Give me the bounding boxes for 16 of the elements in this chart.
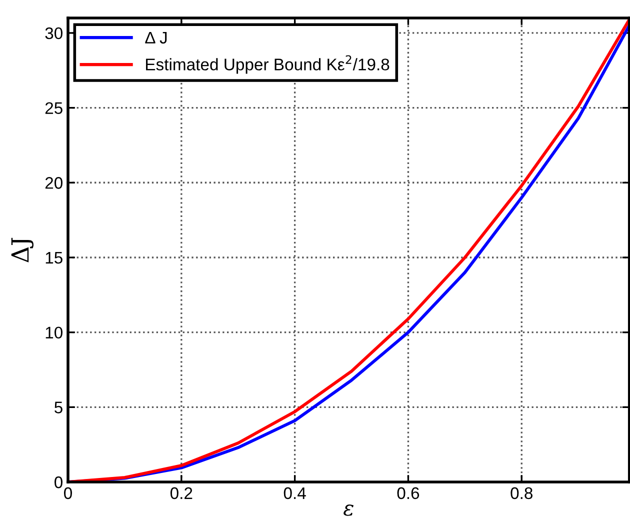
x-tick-label: 0.4 xyxy=(284,487,306,500)
y-tick-label: 0 xyxy=(54,476,62,488)
y-tick-label: 30 xyxy=(45,27,62,40)
legend-label: Δ J xyxy=(145,32,167,44)
x-tick-label: 0 xyxy=(64,487,72,500)
x-tick-label: 0.8 xyxy=(510,487,532,500)
y-tick-label: 10 xyxy=(46,326,62,339)
y-tick-label: 15 xyxy=(46,252,62,264)
legend-label: Estimated Upper Bound Kε$^{2}$/19.8 xyxy=(146,55,390,74)
x-axis-title: ε xyxy=(344,504,354,516)
x-tick-label: 0.6 xyxy=(397,487,420,500)
y-tick-label: 25 xyxy=(45,102,62,114)
y-tick-label: 5 xyxy=(54,402,62,414)
y-axis-title: ΔJ xyxy=(11,238,34,262)
x-tick-label: 0.2 xyxy=(170,487,192,500)
y-tick-label: 20 xyxy=(45,177,62,189)
